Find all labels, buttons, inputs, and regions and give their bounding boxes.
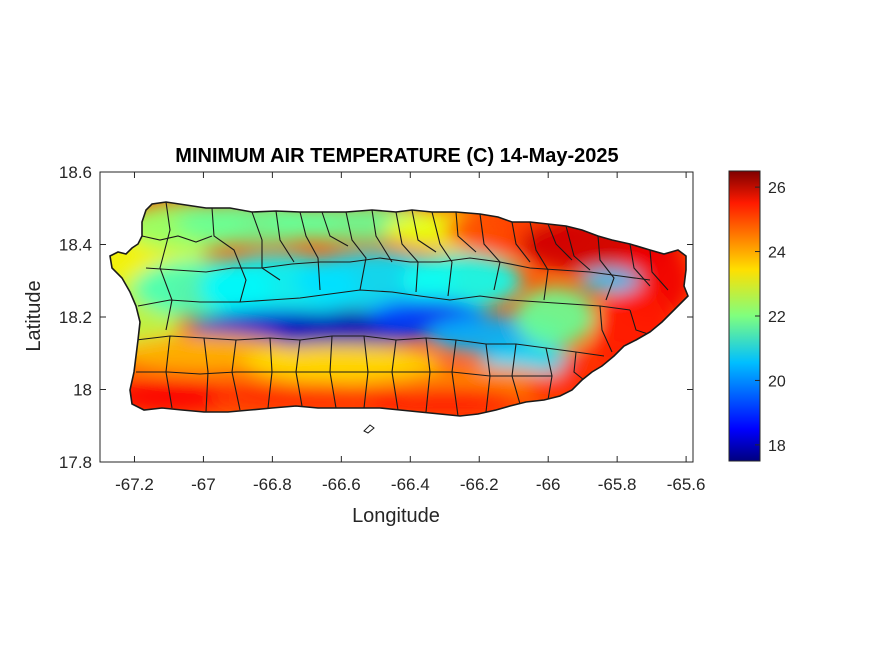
- municipality-border: [629, 309, 649, 335]
- colorbar-tick-label: 18: [768, 438, 786, 455]
- municipality-border: [649, 249, 669, 291]
- chart-title: MINIMUM AIR TEMPERATURE (C) 14-May-2025: [175, 145, 618, 167]
- y-tick-label: 18.2: [59, 308, 92, 327]
- colorbar-tick-label: 26: [768, 180, 786, 197]
- municipality-border: [411, 209, 437, 253]
- municipality-border: [479, 213, 501, 291]
- x-tick-label: -66.6: [322, 475, 361, 494]
- municipality-border: [275, 210, 295, 263]
- municipality-border: [345, 211, 367, 291]
- x-tick-label: -65.8: [598, 475, 637, 494]
- municipality-border: [203, 337, 209, 413]
- island-outline: [109, 201, 689, 417]
- y-tick-label: 17.8: [59, 453, 92, 472]
- colorbar-tick-label: 22: [768, 309, 786, 326]
- municipality-border: [511, 221, 531, 263]
- municipality-border: [599, 305, 613, 353]
- municipality-border: [135, 335, 605, 357]
- municipality-border: [211, 207, 247, 303]
- y-axis-label: Latitude: [23, 280, 45, 351]
- municipality-border: [321, 211, 349, 247]
- x-tick-label: -66.8: [253, 475, 292, 494]
- x-axis-label: Longitude: [352, 505, 440, 527]
- municipality-border: [145, 257, 651, 281]
- y-tick-label: 18: [73, 381, 92, 400]
- municipality-border: [597, 235, 615, 301]
- municipality-border: [136, 371, 552, 377]
- colorbar-tick-label: 24: [768, 245, 786, 262]
- colorbar-tick-label: 20: [768, 373, 786, 390]
- municipality-border: [371, 209, 393, 263]
- municipality-border: [547, 223, 573, 261]
- municipality-border: [159, 202, 173, 331]
- municipality-border: [251, 211, 281, 281]
- x-tick-label: -67.2: [115, 475, 154, 494]
- municipality-border: [565, 225, 591, 271]
- colorbar: [728, 170, 761, 462]
- x-tick-label: -66.4: [391, 475, 430, 494]
- municipality-border: [573, 351, 585, 381]
- municipality-border: [141, 235, 213, 243]
- municipality-border: [431, 211, 453, 297]
- municipality-border: [629, 243, 651, 287]
- municipality-border: [137, 289, 631, 311]
- x-tick-label: -65.6: [667, 475, 706, 494]
- x-tick-label: -67: [191, 475, 216, 494]
- municipality-border: [299, 211, 321, 291]
- municipality-borders: [135, 202, 669, 416]
- colorbar-ticks: 18 20 22 24 26: [755, 180, 786, 455]
- municipality-border: [529, 221, 549, 301]
- x-tick-label: -66: [536, 475, 561, 494]
- municipality-border: [455, 211, 477, 253]
- y-tick-label: 18.6: [59, 163, 92, 182]
- municipality-border: [395, 211, 419, 293]
- x-axis-ticks: -67.2 -67 -66.8 -66.6 -66.4 -66.2 -66 -65.8 -65.…: [115, 172, 705, 494]
- islet-caja-de-muertos: [363, 424, 375, 434]
- y-tick-label: 18.4: [59, 236, 92, 255]
- y-axis-ticks: 17.8 18 18.2 18.4 18.6: [59, 163, 693, 472]
- x-tick-label: -66.2: [460, 475, 499, 494]
